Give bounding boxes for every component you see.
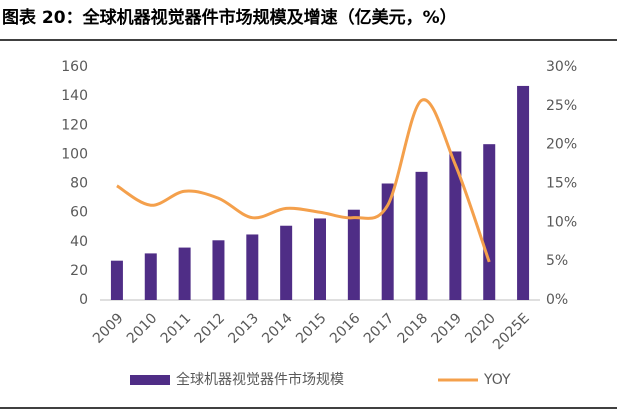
bar [178,247,191,300]
x-tick-label: 2017 [361,310,398,347]
y-tick-label: 0 [79,292,88,308]
x-tick-label: 2018 [395,310,432,347]
y-tick-label: 100 [61,146,88,162]
bar [517,85,530,301]
y-tick-label: 20 [70,263,88,279]
legend-swatch [130,375,170,385]
bar [314,218,326,300]
y-tick-label: 140 [61,88,88,104]
bar [483,144,496,300]
bar [110,260,123,300]
x-tick-label: 2009 [90,310,127,347]
y2-tick-label: 5% [546,253,568,269]
bar [449,151,462,300]
y-tick-label: 40 [70,234,88,250]
y2-tick-label: 10% [546,214,577,230]
y-tick-label: 160 [61,59,88,75]
line [116,98,491,263]
bar [212,240,225,300]
x-tick-label: 2011 [158,310,195,347]
bar [280,225,293,300]
bar [381,183,394,300]
bar [347,209,360,300]
y2-tick-label: 15% [546,176,577,192]
x-tick-label: 2012 [192,310,229,347]
x-tick-label: 2015 [293,310,330,347]
x-tick-label: 2016 [327,310,364,347]
bar [246,234,259,300]
x-tick-label: 2025E [490,310,533,353]
y2-tick-label: 0% [546,292,568,308]
bar [144,253,157,300]
y2-tick-label: 25% [546,98,577,114]
x-tick-label: 2019 [429,310,466,347]
x-tick-label: 2010 [124,310,161,347]
y2-tick-label: 20% [546,137,577,153]
bar [415,171,428,300]
y-tick-label: 120 [61,117,88,133]
legend-label: YOY [483,372,511,388]
x-tick-label: 2014 [259,310,296,347]
chart-title: 图表 20：全球机器视觉器件市场规模及增速（亿美元，%） [2,7,457,28]
y-tick-label: 80 [70,176,88,192]
y2-tick-label: 30% [546,59,577,75]
y-tick-label: 60 [70,205,88,221]
x-tick-label: 2013 [225,310,262,347]
legend-label: 全球机器视觉器件市场规模 [176,371,344,388]
